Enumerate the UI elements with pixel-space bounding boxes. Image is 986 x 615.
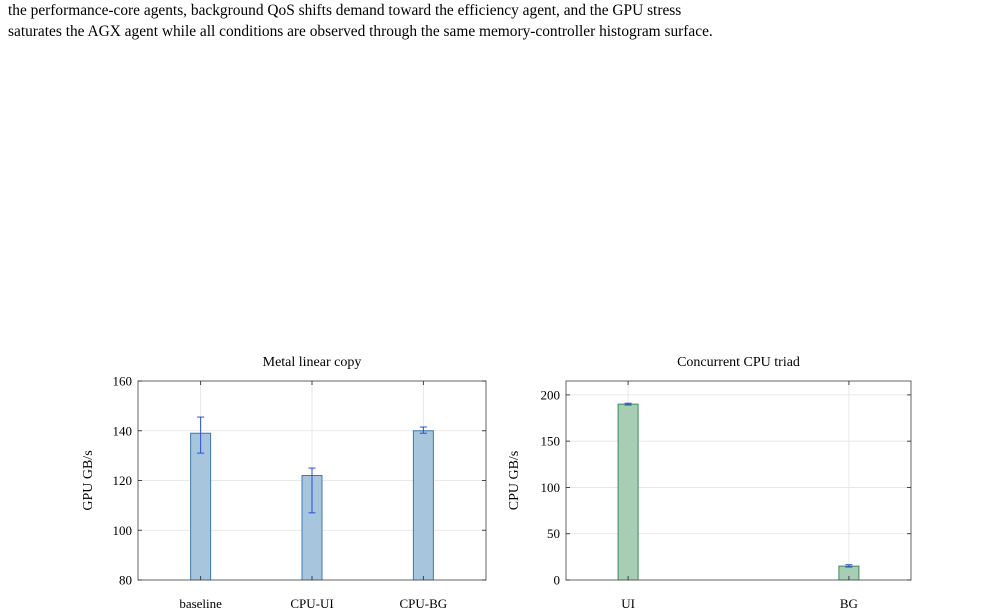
chart-2: 0 50 100 150 200 UI BG Concurrent CPU triad CPU … [507,355,912,611]
y-tick-label: 200 [541,387,561,402]
y-tick-label: 100 [541,480,561,495]
y-tick-label: 150 [541,434,561,449]
y-tick-label: 50 [547,526,560,541]
bar-UI [617,403,639,581]
y-tick-label: 0 [554,573,561,588]
y-tick-label: 120 [113,473,133,488]
x-tick-label: CPU-UI [290,596,333,611]
x-tick-label: BG [840,596,858,611]
y-tick-label: 80 [119,573,132,588]
y-axis-label: CPU GB/s [507,451,522,511]
bar-baseline [190,432,212,581]
y-tick-label: 160 [113,374,133,389]
x-tick-label: CPU-BG [400,596,448,611]
chart-title: Concurrent CPU triad [677,355,800,370]
chart-title: Metal linear copy [263,355,362,370]
caption-line-1: the performance-core agents, background … [8,2,682,19]
y-tick-label: 140 [113,423,133,438]
bar-CPU-BG [412,430,434,581]
chart-1: 80 100 120 140 160 baseline CPU-UI CPU-BG Metal … [81,355,487,611]
figure-caption: the performance-core agents, background … [8,0,983,42]
x-tick-label: UI [621,596,635,611]
y-tick-label: 100 [113,523,133,538]
x-tick-label: baseline [179,596,222,611]
y-axis-label: GPU GB/s [81,450,96,510]
plot-frame [565,380,912,581]
caption-line-2: saturates the AGX agent while all condit… [8,23,713,40]
